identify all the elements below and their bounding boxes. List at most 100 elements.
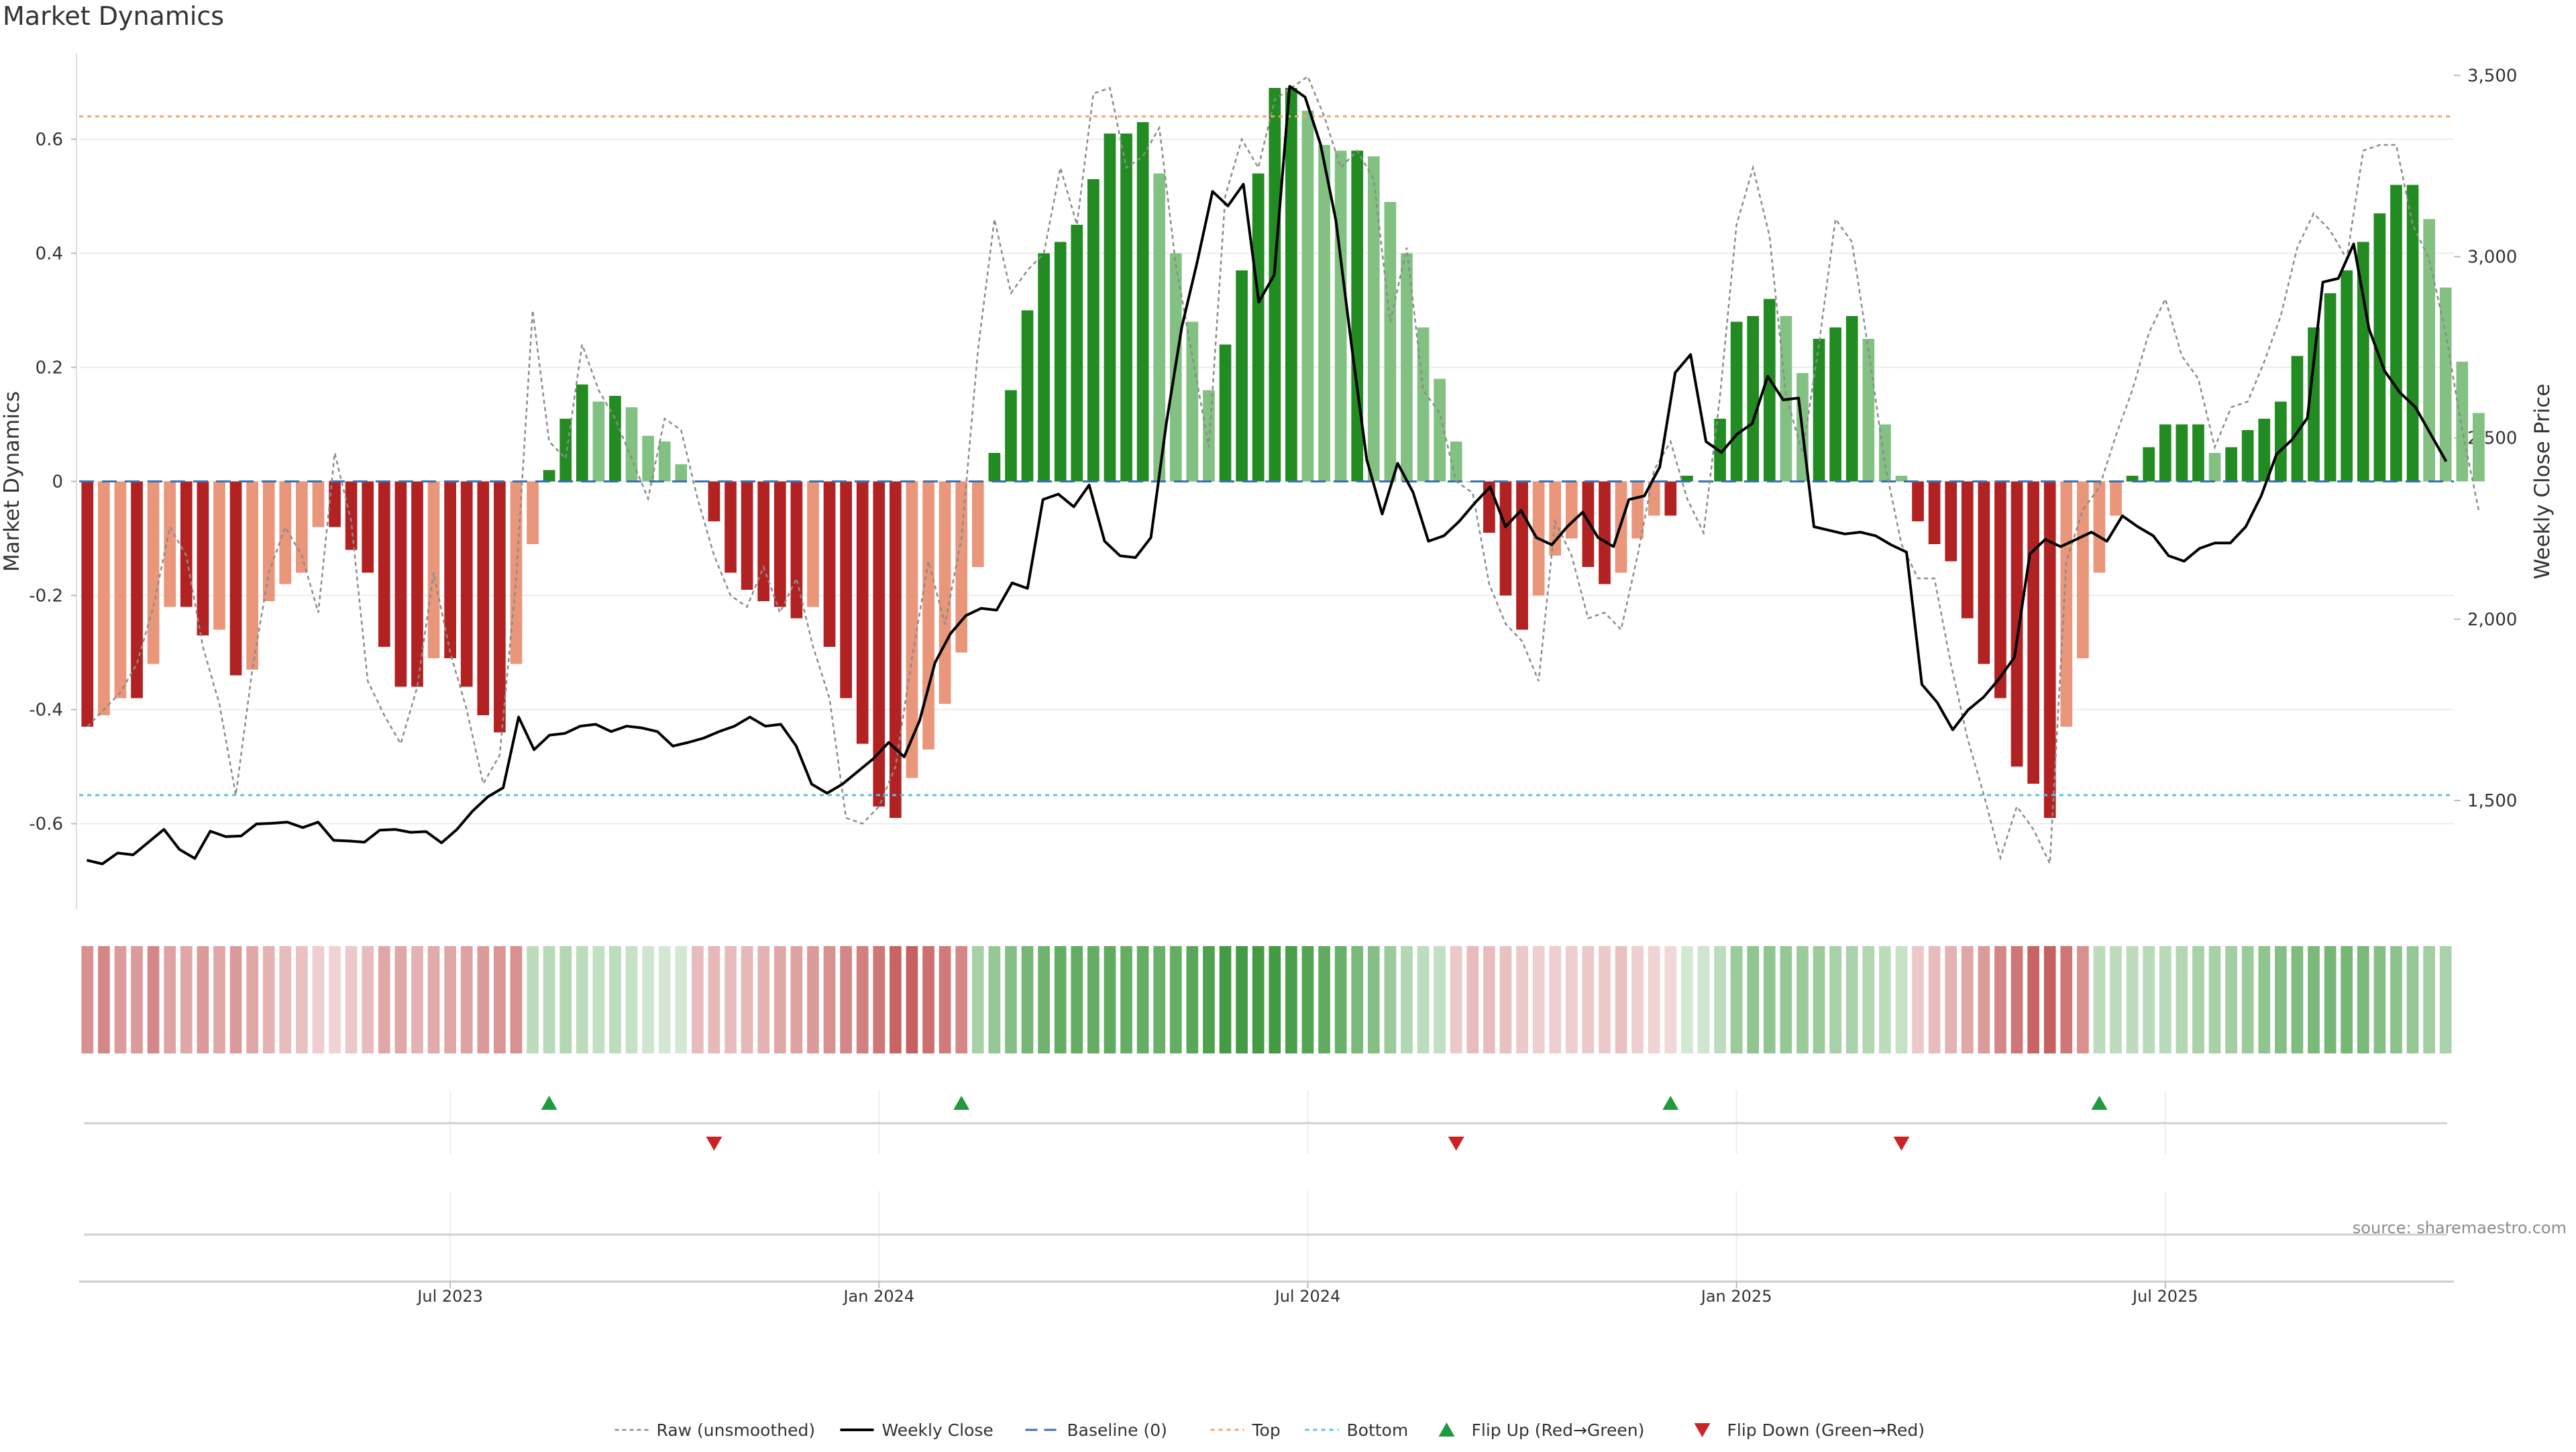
y2-tick-label: 3,500 bbox=[2467, 66, 2517, 86]
signal-bar bbox=[790, 481, 803, 619]
band-cell bbox=[296, 946, 308, 1053]
y-tick-label: 0.6 bbox=[36, 130, 63, 150]
band-cell bbox=[955, 946, 968, 1053]
signal-bar bbox=[1516, 481, 1528, 630]
y2-tick-label: 1,500 bbox=[2467, 791, 2517, 811]
signal-bar bbox=[1104, 134, 1116, 482]
band-cell bbox=[576, 946, 588, 1053]
band-cell bbox=[1186, 946, 1199, 1053]
flip-down-marker bbox=[1448, 1137, 1464, 1151]
flip-down-marker bbox=[1893, 1137, 1910, 1151]
signal-bar bbox=[2473, 413, 2485, 482]
signal-bar bbox=[2077, 481, 2089, 658]
signal-bar bbox=[1351, 150, 1364, 482]
band-cell bbox=[642, 946, 654, 1053]
signal-bar bbox=[807, 481, 819, 607]
band-cell bbox=[559, 946, 572, 1053]
band-cell bbox=[2324, 946, 2337, 1053]
band-cell bbox=[2357, 946, 2369, 1053]
signal-bar bbox=[1384, 202, 1397, 482]
signal-bar bbox=[2423, 219, 2435, 482]
band-cell bbox=[1005, 946, 1017, 1053]
band-cell bbox=[2043, 946, 2056, 1053]
band-cell bbox=[427, 946, 440, 1053]
band-cell bbox=[131, 946, 143, 1053]
band-cell bbox=[1928, 946, 1941, 1053]
band-cell bbox=[1087, 946, 1099, 1053]
band-cell bbox=[229, 946, 242, 1053]
band-cell bbox=[1269, 946, 1281, 1053]
legend-label: Baseline (0) bbox=[1067, 1420, 1167, 1440]
signal-bar bbox=[1219, 344, 1232, 482]
y-tick-label: 0.2 bbox=[36, 358, 63, 378]
band-cell bbox=[1401, 946, 1413, 1053]
signal-bar bbox=[1994, 481, 2006, 698]
source-note: source: sharemaestro.com bbox=[2352, 1218, 2567, 1237]
signal-bar bbox=[922, 481, 934, 749]
band-cell bbox=[164, 946, 176, 1053]
x-tick-label: Jan 2025 bbox=[1700, 1287, 1772, 1306]
signal-bar bbox=[1153, 173, 1166, 482]
band-cell bbox=[1367, 946, 1380, 1053]
signal-bar bbox=[1005, 390, 1017, 482]
signal-bar bbox=[2291, 356, 2304, 482]
signal-bar bbox=[213, 481, 225, 630]
signal-bar bbox=[1285, 88, 1297, 482]
signal-bar bbox=[1582, 481, 1595, 567]
y-tick-label: -0.6 bbox=[29, 815, 63, 835]
band-cell bbox=[1631, 946, 1644, 1053]
band-cell bbox=[1714, 946, 1726, 1053]
band-cell bbox=[675, 946, 688, 1053]
signal-bar bbox=[1681, 476, 1693, 482]
band-cell bbox=[329, 946, 341, 1053]
band-cell bbox=[1599, 946, 1611, 1053]
band-cell bbox=[213, 946, 225, 1053]
signal-bar bbox=[1401, 253, 1413, 482]
signal-bar bbox=[1252, 173, 1265, 482]
legend-label: Top bbox=[1252, 1420, 1281, 1440]
weekly-close-line bbox=[87, 85, 2448, 866]
signal-bar bbox=[131, 481, 143, 698]
band-cell bbox=[1301, 946, 1314, 1053]
signal-bar bbox=[1565, 481, 1578, 539]
y2-tick-label: 2,000 bbox=[2467, 610, 2517, 630]
signal-bar bbox=[2390, 185, 2402, 482]
band-cell bbox=[2373, 946, 2386, 1053]
band-cell bbox=[1549, 946, 1562, 1053]
x-tick-label: Jul 2024 bbox=[1274, 1287, 1341, 1306]
band-cell bbox=[971, 946, 984, 1053]
band-cell bbox=[1615, 946, 1627, 1053]
y-tick-label: -0.4 bbox=[29, 701, 63, 721]
band-cell bbox=[394, 946, 407, 1053]
signal-bar bbox=[2093, 481, 2106, 573]
signal-bar bbox=[1136, 122, 1149, 482]
legend-label: Flip Up (Red→Green) bbox=[1472, 1420, 1645, 1440]
signal-bar bbox=[1434, 378, 1446, 482]
band-cell bbox=[840, 946, 852, 1053]
signal-bar bbox=[427, 481, 440, 658]
band-cell bbox=[692, 946, 704, 1053]
band-cell bbox=[1978, 946, 1990, 1053]
signal-bar bbox=[1879, 424, 1891, 482]
legend-item: Flip Up (Red→Green) bbox=[1438, 1420, 1645, 1440]
raw-line bbox=[87, 75, 2480, 864]
band-cell bbox=[543, 946, 555, 1053]
signal-bar bbox=[906, 481, 918, 778]
band-cell bbox=[1747, 946, 1760, 1053]
band-cell bbox=[609, 946, 621, 1053]
band-cell bbox=[2439, 946, 2452, 1053]
band-cell bbox=[1104, 946, 1116, 1053]
signal-bar bbox=[642, 435, 654, 482]
band-cell bbox=[2258, 946, 2271, 1053]
band-cell bbox=[494, 946, 506, 1053]
signal-bar bbox=[411, 481, 423, 687]
band-cell bbox=[1384, 946, 1397, 1053]
signal-bar bbox=[1021, 310, 1034, 482]
band-cell bbox=[757, 946, 770, 1053]
signal-bar bbox=[658, 442, 671, 482]
band-cell bbox=[873, 946, 885, 1053]
signal-bar bbox=[1895, 476, 1908, 482]
signal-bar bbox=[840, 481, 852, 698]
